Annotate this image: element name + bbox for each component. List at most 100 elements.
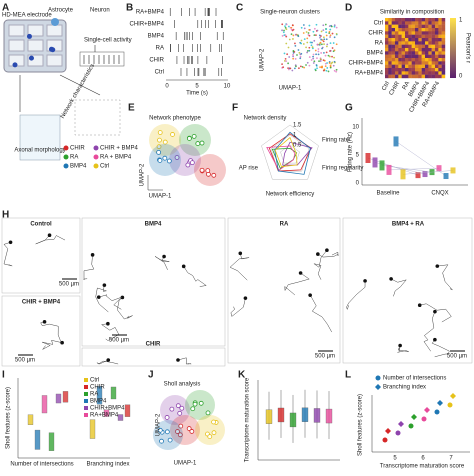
heat-cell: [405, 34, 409, 39]
heat-cell: [431, 71, 436, 75]
heat-cell: [388, 54, 392, 59]
heat-cell: [415, 71, 419, 75]
heat-cell: [421, 68, 426, 72]
box: [124, 404, 131, 417]
heat-cell: [415, 61, 419, 65]
heat-cell: [395, 41, 399, 45]
heat-cell: [441, 58, 446, 62]
y-tick-label: 10: [352, 125, 359, 131]
heat-cell: [401, 48, 406, 52]
point: [305, 31, 308, 33]
scale-bar-label: 500 µm: [447, 354, 467, 360]
heat-cell: [425, 18, 429, 22]
point: [308, 28, 311, 31]
point: [192, 401, 198, 407]
heat-cell: [415, 68, 419, 72]
heat-cell: [398, 71, 402, 75]
panel-label: H: [2, 210, 9, 221]
heat-cell: [388, 18, 392, 22]
heat-cell: [408, 41, 412, 45]
heat-cell: [411, 54, 416, 59]
annotation: Neuron: [90, 8, 110, 14]
row-label: Ctrl: [155, 70, 164, 76]
heat-cell: [435, 48, 439, 52]
point: [324, 62, 327, 65]
point: [190, 406, 196, 412]
heat-cell: [408, 24, 412, 29]
point: [199, 167, 205, 173]
heat-cell: [395, 54, 399, 59]
heat-cell: [435, 54, 439, 59]
axon-tree: [346, 280, 366, 311]
x-axis-label: UMAP-1: [279, 86, 302, 92]
y-axis-label: UMAP-2: [260, 48, 266, 71]
axon-tree: [390, 278, 407, 297]
col-label: CHIR: [389, 80, 402, 96]
point: [333, 36, 336, 39]
heat-cell: [405, 21, 409, 25]
annotation: HD-MEA electrode: [2, 13, 52, 19]
point: [319, 41, 322, 44]
point: [333, 56, 336, 59]
point: [324, 54, 327, 57]
point: [328, 25, 331, 28]
heat-cell: [435, 71, 439, 75]
heat-cell: [391, 71, 396, 75]
heat-cell: [408, 34, 412, 39]
point: [301, 66, 304, 68]
radar-axis-label: AP rise: [239, 166, 259, 172]
heat-cell: [391, 21, 396, 25]
box: [55, 393, 62, 404]
panel-subtitle: BMP4 + RA: [392, 222, 425, 228]
heat-cell: [421, 61, 426, 65]
x-tick-label: CNQX: [431, 191, 448, 197]
heat-cell: [435, 64, 439, 69]
heat-cell: [388, 31, 392, 35]
point: [195, 141, 201, 146]
pair-line: [388, 167, 440, 171]
heat-cell: [411, 51, 416, 55]
soma: [433, 309, 437, 314]
point: [291, 24, 294, 27]
heat-cell: [388, 58, 392, 62]
heat-cell: [425, 24, 429, 29]
electrode: [27, 39, 44, 52]
point: [299, 57, 302, 60]
point: [322, 29, 325, 32]
point: [313, 39, 316, 42]
point: [317, 53, 320, 56]
point: [437, 400, 443, 406]
point: [312, 62, 315, 64]
point: [335, 43, 338, 46]
heat-cell: [418, 38, 422, 42]
heat-cell: [391, 61, 396, 65]
heat-cell: [438, 61, 442, 65]
heat-cell: [431, 51, 436, 55]
axon-tree: [83, 254, 95, 280]
panel-subtitle: BMP4: [145, 222, 162, 228]
heat-cell: [415, 38, 419, 42]
heat-cell: [435, 74, 439, 79]
point: [326, 43, 329, 46]
point: [320, 52, 323, 54]
axon-tree: [3, 242, 13, 267]
heat-cell: [441, 24, 446, 29]
point: [315, 23, 318, 26]
heat-cell: [431, 61, 436, 65]
point: [303, 38, 306, 40]
heat-cell: [401, 18, 406, 22]
radar-axis-label: Network efficiency: [266, 192, 315, 198]
box: [372, 157, 378, 168]
panel-label: A: [2, 3, 9, 14]
point: [319, 36, 321, 39]
heat-cell: [388, 44, 392, 49]
point: [185, 162, 191, 168]
heat-cell: [408, 64, 412, 69]
point: [323, 38, 326, 41]
panel-title: Similarity in composition: [380, 10, 444, 16]
heat-cell: [435, 38, 439, 42]
heat-cell: [425, 21, 429, 25]
heat-cell: [441, 28, 446, 32]
point: [322, 36, 325, 39]
point: [306, 41, 309, 44]
